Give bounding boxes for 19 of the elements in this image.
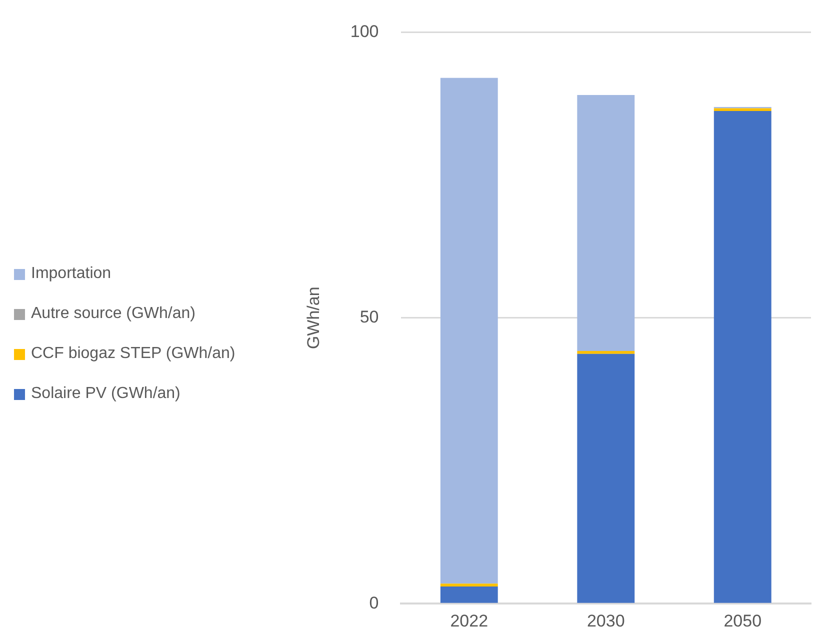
x-tick-label: 2050: [724, 611, 762, 630]
bar: [577, 95, 635, 352]
bar: [440, 78, 498, 584]
bar: [714, 111, 772, 603]
y-tick-label: 100: [350, 22, 379, 41]
x-tick-label: 2030: [586, 611, 625, 630]
legend-label: Importation: [30, 264, 112, 284]
bar: [577, 354, 635, 603]
bar: [577, 351, 635, 354]
x-tick-label: 2022: [450, 611, 488, 630]
y-tick-label: 0: [369, 593, 379, 612]
legend-label: CCF biogaz STEP (GWh/an): [30, 344, 236, 364]
bar: [440, 584, 498, 586]
bar: [440, 586, 498, 603]
bar: [714, 108, 772, 112]
legend-label: Solaire PV (GWh/an): [30, 384, 182, 404]
y-tick-label: 50: [360, 308, 379, 327]
y-axis-title: GWh/an: [304, 286, 323, 350]
legend-label: Autre source (GWh/an): [30, 304, 196, 324]
